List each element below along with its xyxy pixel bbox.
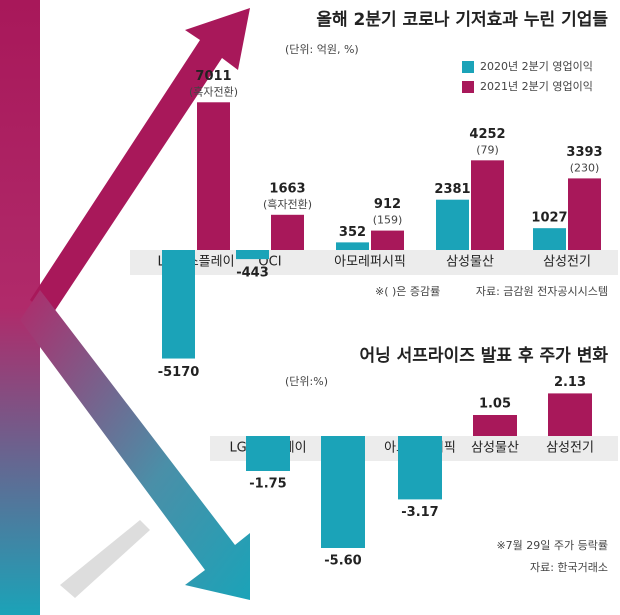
- value-label: 2.13: [554, 375, 586, 390]
- bar: [321, 436, 365, 548]
- bar: [568, 178, 601, 250]
- bar: [471, 160, 504, 250]
- note: ※7월 29일 주가 등락률: [496, 538, 608, 552]
- unit-label: (단위:%): [285, 375, 328, 388]
- bar: [336, 242, 369, 250]
- bar: [398, 436, 442, 500]
- value-label: -3.17: [401, 505, 438, 520]
- bar: [436, 199, 469, 250]
- decor-arrow-up: [30, 8, 250, 318]
- change-label: (흑자전환): [263, 197, 312, 211]
- change-label: (159): [373, 214, 403, 227]
- legend-swatch: [462, 81, 474, 93]
- legend-label: 2021년 2분기 영업이익: [480, 80, 593, 93]
- chart-title: 어닝 서프라이즈 발표 후 주가 변화: [359, 345, 608, 366]
- value-label: 352: [339, 225, 366, 240]
- source: 자료: 한국거래소: [530, 561, 608, 574]
- change-label: (79): [476, 143, 499, 156]
- category-band: [130, 250, 618, 275]
- value-label: 1.05: [479, 397, 511, 412]
- source: 자료: 금감원 전자공시시스템: [476, 285, 608, 298]
- value-label: 3393: [566, 145, 602, 160]
- value-label: -5.60: [324, 554, 361, 569]
- bar: [236, 250, 269, 260]
- value-label: -1.75: [249, 477, 286, 492]
- bar: [246, 436, 290, 471]
- decor-shadow: [60, 520, 150, 598]
- bar: [548, 393, 592, 436]
- category-label: 삼성전기: [546, 441, 594, 456]
- value-label: -443: [236, 266, 269, 281]
- value-label: 1027: [531, 211, 567, 226]
- chart-title: 올해 2분기 코로나 기저효과 누린 기업들: [316, 10, 608, 30]
- decor-arrow-down: [20, 290, 250, 600]
- value-label: 912: [374, 197, 401, 212]
- value-label: 7011: [195, 69, 231, 84]
- change-label: (흑자전환): [189, 84, 238, 98]
- bar: [533, 228, 566, 250]
- category-label: 아모레퍼시픽: [334, 255, 406, 270]
- bar: [197, 102, 230, 250]
- value-label: 1663: [269, 181, 305, 196]
- unit-label: (단위: 억원, %): [285, 43, 359, 56]
- legend-label: 2020년 2분기 영업이익: [480, 60, 593, 73]
- category-label: 삼성물산: [471, 441, 519, 456]
- bar: [271, 214, 304, 250]
- bar: [371, 230, 404, 250]
- category-label: 삼성전기: [543, 255, 591, 270]
- bar: [473, 415, 517, 436]
- value-label: 4252: [469, 127, 505, 142]
- value-label: -5170: [158, 365, 200, 380]
- value-label: 2381: [434, 182, 470, 197]
- bar: [162, 250, 195, 359]
- category-label: 삼성물산: [446, 255, 494, 270]
- note: ※( )은 증감률: [375, 285, 440, 298]
- change-label: (230): [570, 161, 600, 174]
- legend-swatch: [462, 61, 474, 73]
